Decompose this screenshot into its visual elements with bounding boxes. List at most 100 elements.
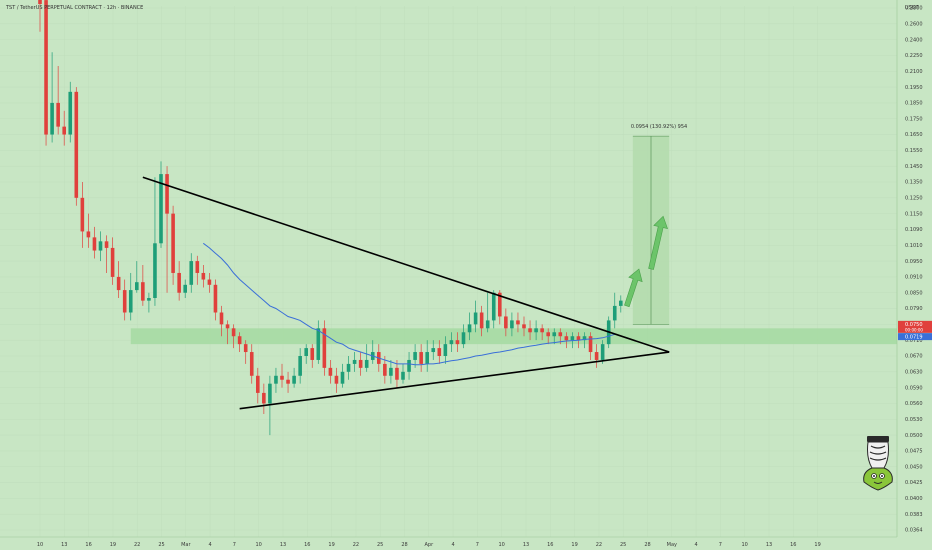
candle-body — [389, 367, 393, 376]
candle-body — [358, 359, 363, 368]
candle-body — [243, 344, 248, 353]
currency-label: USDT — [905, 5, 920, 11]
ma-label-value: 0.0719 — [905, 334, 923, 340]
time-tick-label: 28 — [401, 542, 407, 548]
time-tick-label: 22 — [596, 542, 602, 548]
candle-body — [540, 328, 544, 333]
arrows — [624, 215, 668, 308]
candle-body — [141, 282, 145, 301]
time-tick-label: 13 — [280, 542, 286, 548]
price-tick-label: 0.2800 — [905, 6, 923, 12]
price-tick-label: 0.2600 — [905, 22, 923, 28]
arrow-icon — [648, 215, 668, 270]
time-tick-label: 25 — [158, 542, 164, 548]
time-tick-label: 28 — [644, 542, 650, 548]
grid — [0, 6, 897, 537]
candle-body — [38, 0, 42, 5]
time-tick-label: 10 — [742, 542, 748, 548]
upper-trendline[interactable] — [142, 176, 670, 353]
candle-body — [485, 320, 490, 329]
candle-body — [383, 363, 387, 376]
time-tick-label: Apr — [424, 542, 434, 548]
candle-body — [116, 276, 121, 291]
price-tick-label: 0.0425 — [905, 480, 923, 486]
candle-body — [479, 312, 484, 329]
time-tick-label: 7 — [476, 542, 479, 548]
candle-body — [328, 367, 333, 376]
candle-body — [256, 375, 260, 393]
mojo-logo-icon — [863, 436, 893, 491]
time-tick-label: 16 — [304, 542, 310, 548]
candle-body — [165, 174, 169, 214]
time-tick-label: 22 — [134, 542, 140, 548]
time-tick-label: 4 — [209, 542, 212, 548]
time-tick-label: 10 — [37, 542, 43, 548]
price-tick-label: 0.1150 — [905, 211, 923, 217]
candle-body — [74, 91, 79, 198]
candle-body — [98, 241, 103, 251]
candle-body — [546, 332, 550, 337]
candle-body — [461, 332, 466, 345]
candle-body — [262, 392, 266, 404]
time-tick-label: 25 — [620, 542, 626, 548]
price-tick-label: 0.0383 — [905, 512, 923, 518]
price-tick-label: 0.0500 — [905, 433, 923, 439]
price-tick-label: 0.0670 — [905, 354, 923, 360]
candle-body — [159, 174, 163, 244]
candle-body — [207, 279, 212, 285]
symbol-header: TST / TetherUS PERPETUAL CONTRACT · 12h … — [5, 5, 143, 11]
candle-body — [316, 328, 321, 360]
time-tick-label: 25 — [377, 542, 383, 548]
time-tick-label: May — [667, 542, 677, 548]
candle-body — [576, 336, 581, 341]
price-label-sub: 00:00:00 — [905, 327, 923, 332]
price-tick-label: 0.0950 — [905, 259, 923, 265]
price-tick-label: 0.2100 — [905, 69, 923, 75]
candle-body — [619, 300, 623, 306]
candle-body — [56, 102, 60, 127]
candle-body — [310, 348, 315, 360]
moving-average-line — [202, 242, 615, 366]
price-axis[interactable] — [897, 0, 932, 550]
time-axis[interactable]: 10 13 16 19 22 25 Mar 4 7 10 13 16 19 22 25 28 Apr 4 7 10 13… — [37, 542, 821, 548]
price-tick-label: 0.1750 — [905, 116, 923, 122]
candle-body — [122, 290, 127, 313]
support-zone — [130, 328, 897, 345]
price-tick-label: 0.0400 — [905, 496, 923, 502]
candle-body — [189, 261, 194, 285]
price-tick-label: 0.0590 — [905, 385, 923, 391]
candle-body — [44, 0, 48, 135]
time-tick-label: 13 — [523, 542, 529, 548]
candle-body — [80, 197, 85, 232]
candle-body — [352, 359, 357, 364]
candle-body — [516, 320, 520, 325]
price-axis-ticks: 0.2800 0.2600 0.2400 0.2250 0.2100 0.1950 0.18… — [905, 6, 923, 534]
candle-body — [570, 336, 575, 341]
candle-body — [552, 332, 557, 337]
price-tick-label: 0.1650 — [905, 132, 923, 138]
candle-body — [177, 272, 181, 293]
candle-body — [268, 383, 272, 404]
time-tick-label: 10 — [499, 542, 505, 548]
price-tick-label: 0.2400 — [905, 37, 923, 43]
time-tick-label: 22 — [353, 542, 359, 548]
time-tick-label: 19 — [571, 542, 577, 548]
candle-body — [104, 241, 109, 248]
candle-body — [304, 348, 308, 356]
candle-body — [395, 367, 399, 380]
candle-body — [50, 102, 54, 135]
candle-body — [346, 363, 351, 372]
candle-body — [225, 324, 230, 329]
lower-trendline[interactable] — [239, 351, 670, 410]
candle-body — [510, 320, 514, 329]
candle-body — [147, 298, 151, 301]
time-tick-label: 4 — [695, 542, 698, 548]
time-tick-label: 7 — [233, 542, 236, 548]
candle-body — [498, 292, 502, 317]
price-tick-label: 0.0790 — [905, 306, 923, 312]
candle-body — [558, 332, 563, 337]
candle-body — [443, 344, 448, 356]
candle-body — [153, 243, 157, 298]
price-tick-label: 0.0560 — [905, 401, 923, 407]
